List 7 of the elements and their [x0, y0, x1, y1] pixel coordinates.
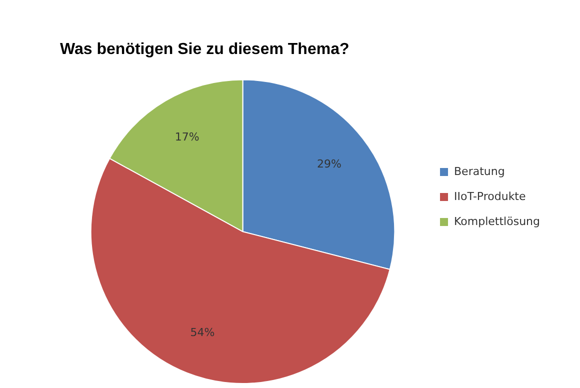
- data-label: 54%: [190, 326, 215, 340]
- legend-label: IIoT-Produkte: [454, 190, 526, 203]
- data-label: 29%: [316, 157, 342, 170]
- legend-label: Komplettlösung: [454, 214, 540, 228]
- data-label: 17%: [174, 130, 200, 144]
- chart-title: Was benötigen Sie zu diesem Thema?: [60, 41, 350, 58]
- legend-label: Beratung: [454, 164, 505, 178]
